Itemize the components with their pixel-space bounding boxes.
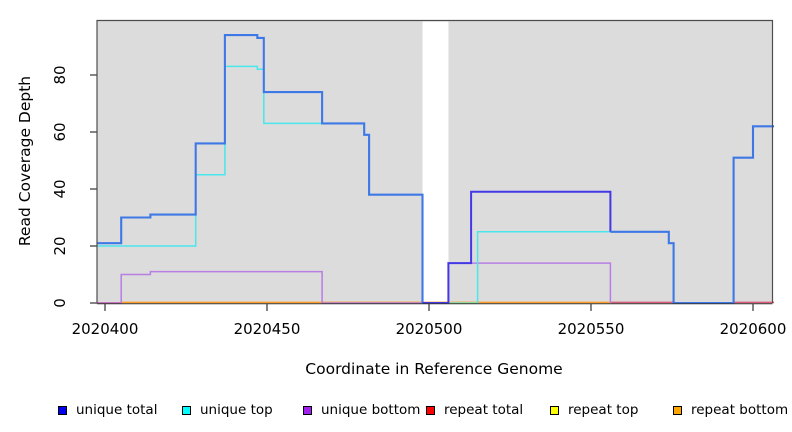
legend-swatch	[182, 405, 191, 415]
series-layer	[96, 34, 775, 305]
series-unique-total-right	[610, 125, 775, 305]
legend-label: repeat bottom	[691, 402, 789, 418]
x-tick-label: 2020450	[234, 320, 301, 338]
legend-label: unique total	[76, 402, 158, 418]
x-tick-label: 2020600	[720, 320, 787, 338]
series-unique-total-mid	[422, 190, 612, 304]
y-tick-label: 80	[51, 65, 69, 84]
legend-item-unique-top: unique top	[182, 403, 273, 417]
series-unique-total-left	[96, 34, 424, 303]
legend-item-repeat-bottom: repeat bottom	[673, 403, 788, 417]
no-data-gap-band	[422, 21, 449, 303]
series-unique-bottom-line	[96, 262, 612, 304]
x-axis-label: Coordinate in Reference Genome	[305, 360, 562, 378]
legend-item-unique-total: unique total	[58, 403, 157, 417]
legend-label: unique bottom	[321, 402, 421, 418]
legend-swatch	[426, 405, 435, 415]
x-tick-label: 2020550	[558, 320, 625, 338]
y-tick-label: 0	[51, 298, 69, 308]
y-tick-label: 40	[51, 179, 69, 198]
legend-item-repeat-total: repeat total	[426, 403, 523, 417]
legend-label: repeat total	[444, 402, 524, 418]
plot-border	[96, 19, 774, 303]
legend-item-unique-bottom: unique bottom	[303, 403, 420, 417]
x-tick-label: 2020400	[72, 320, 139, 338]
legend-label: repeat top	[568, 402, 639, 418]
plot-background-layer	[97, 20, 773, 303]
legend-item-repeat-top: repeat top	[550, 403, 638, 417]
y-tick-label: 20	[51, 236, 69, 255]
y-tick-label: 60	[51, 122, 69, 141]
legend-swatch	[303, 405, 312, 415]
legend-swatch	[673, 405, 682, 415]
legend-label: unique top	[200, 402, 273, 418]
legend-swatch	[58, 405, 67, 415]
y-axis-label: Read Coverage Depth	[16, 76, 34, 246]
x-tick-label: 2020500	[396, 320, 463, 338]
axes-layer: 2020400 2020450 2020500 2020550 2020600 0 20 40…	[51, 19, 787, 338]
legend-swatch	[550, 405, 559, 415]
